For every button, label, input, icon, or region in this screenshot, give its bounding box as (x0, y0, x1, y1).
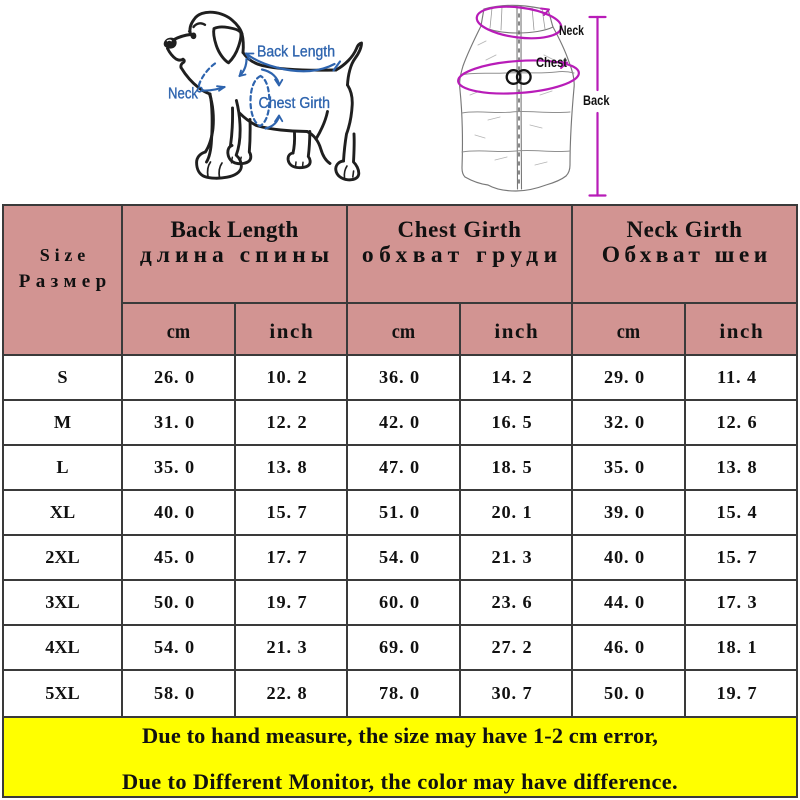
svg-text:Chest Girth: Chest Girth (259, 95, 331, 112)
svg-text:Back Length: Back Length (257, 44, 335, 61)
svg-text:Back: Back (583, 92, 610, 108)
svg-text:Neck: Neck (559, 22, 584, 38)
svg-text:Chest: Chest (536, 54, 567, 70)
svg-text:Neck: Neck (168, 86, 198, 103)
